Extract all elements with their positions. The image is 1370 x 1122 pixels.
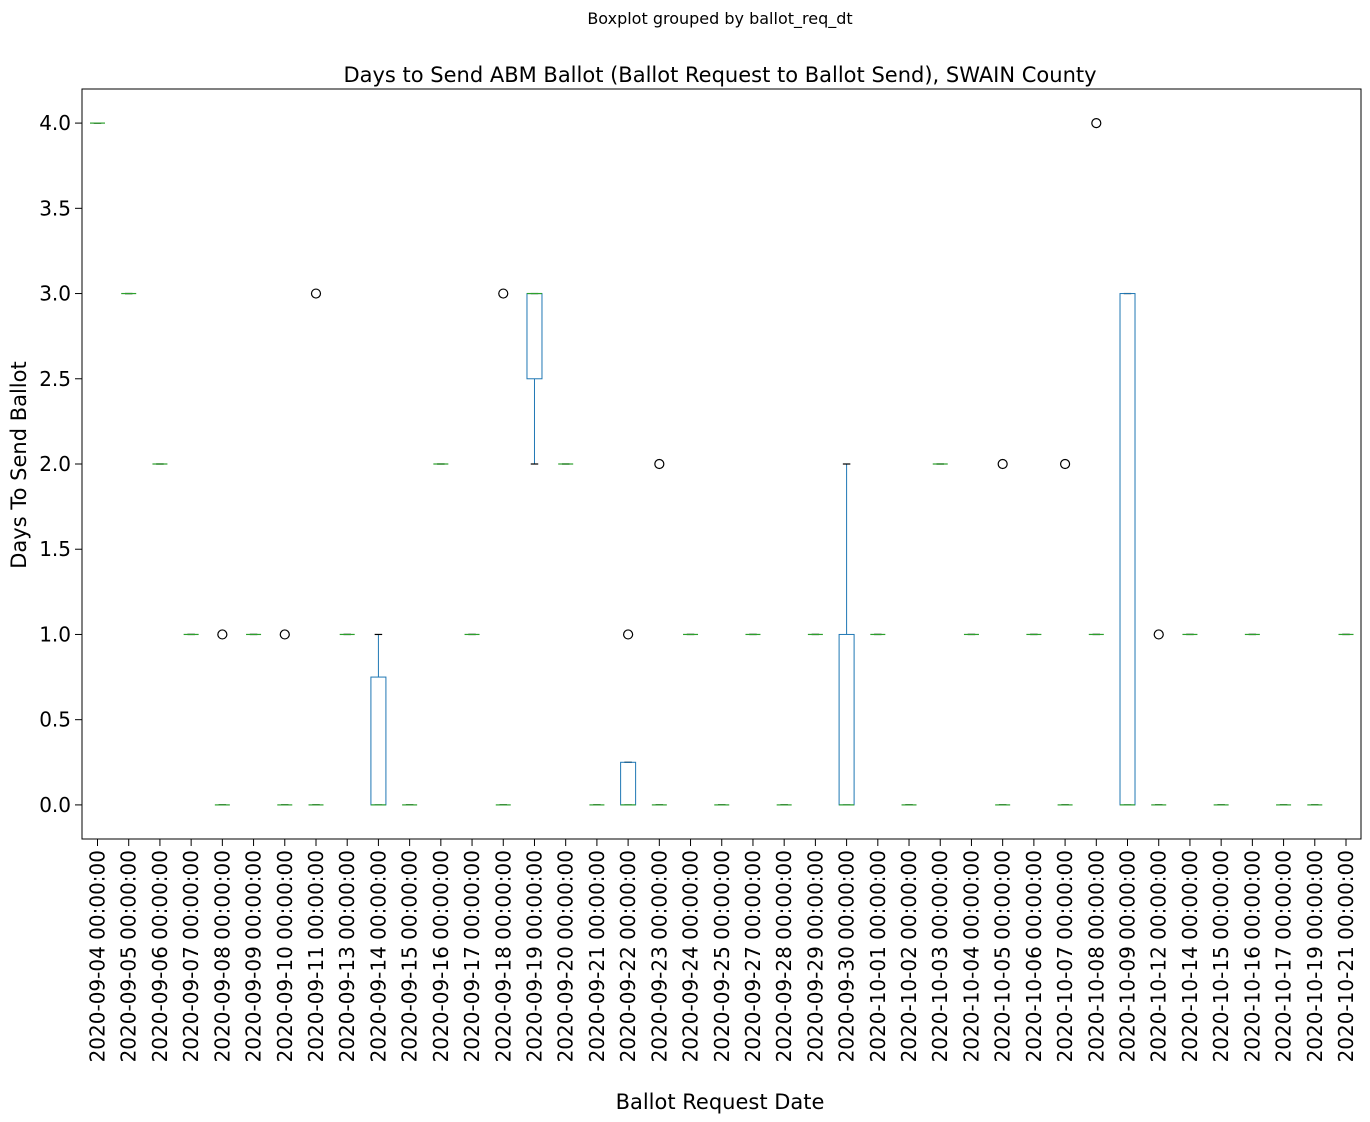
box-group: [495, 288, 511, 806]
box-group: [214, 629, 230, 806]
x-tick-label: 2020-09-06 00:00:00: [148, 850, 172, 1062]
y-axis: 0.0 0.5 1.0 1.5 2.0 2.5 3.0 3.5 4.0: [39, 111, 82, 817]
x-axis-label: Ballot Request Date: [616, 1090, 825, 1114]
y-tick-label: 4.0: [39, 111, 71, 135]
x-tick-label: 2020-09-16 00:00:00: [429, 850, 453, 1062]
outlier-point: [498, 288, 509, 299]
box-group: [308, 288, 324, 806]
box-group: [370, 633, 387, 806]
y-tick-label: 2.0: [39, 452, 71, 476]
box-group: [838, 463, 855, 806]
y-tick-label: 2.5: [39, 367, 71, 391]
y-tick-label: 0.0: [39, 793, 71, 817]
outlier-point: [1153, 629, 1164, 640]
x-tick-label: 2020-10-12 00:00:00: [1147, 850, 1171, 1062]
outlier-point: [310, 288, 322, 299]
x-tick-label: 2020-09-21 00:00:00: [585, 850, 609, 1062]
box: [620, 761, 637, 806]
plot-frame: [81, 88, 1362, 840]
outlier-point: [623, 629, 634, 640]
y-axis-label: Days To Send Ballot: [7, 361, 31, 568]
x-tick-label: 2020-09-04 00:00:00: [86, 850, 110, 1062]
x-tick-label: 2020-09-28 00:00:00: [772, 850, 796, 1062]
box-group: [526, 292, 543, 465]
box-group: [1088, 117, 1104, 636]
x-tick-label: 2020-09-29 00:00:00: [803, 850, 827, 1062]
x-tick-label: 2020-09-13 00:00:00: [335, 850, 359, 1062]
x-tick-label: 2020-10-05 00:00:00: [991, 850, 1015, 1062]
x-tick-label: 2020-09-18 00:00:00: [491, 850, 515, 1062]
box: [838, 633, 855, 806]
box-group: [277, 629, 293, 806]
x-tick-label: 2020-10-07 00:00:00: [1053, 850, 1077, 1062]
box-group: [651, 458, 667, 806]
box-group: [620, 629, 637, 806]
x-tick-label: 2020-09-23 00:00:00: [647, 850, 671, 1062]
box-group: [1151, 629, 1167, 806]
x-tick-label: 2020-10-09 00:00:00: [1116, 850, 1140, 1062]
x-tick-label: 2020-09-27 00:00:00: [741, 850, 765, 1062]
x-tick-label: 2020-09-22 00:00:00: [616, 850, 640, 1062]
x-tick-label: 2020-10-01 00:00:00: [866, 850, 890, 1062]
outlier-point: [217, 629, 228, 640]
x-tick-label: 2020-09-24 00:00:00: [679, 850, 703, 1062]
box: [370, 676, 387, 806]
y-tick-label: 3.5: [39, 196, 71, 220]
box: [526, 293, 543, 380]
x-tick-label: 2020-09-20 00:00:00: [554, 850, 578, 1062]
chart-title: Days to Send ABM Ballot (Ballot Request …: [343, 63, 1096, 87]
outlier-point: [1059, 458, 1071, 470]
x-tick-label: 2020-10-19 00:00:00: [1303, 850, 1327, 1062]
x-tick-label: 2020-10-04 00:00:00: [959, 850, 983, 1062]
x-tick-label: 2020-10-14 00:00:00: [1178, 850, 1202, 1062]
x-tick-label: 2020-10-21 00:00:00: [1334, 850, 1358, 1062]
x-tick-label: 2020-09-08 00:00:00: [210, 850, 234, 1062]
x-tick-label: 2020-09-07 00:00:00: [179, 850, 203, 1062]
x-tick-label: 2020-10-15 00:00:00: [1209, 850, 1233, 1062]
chart-suptitle: Boxplot grouped by ballot_req_dt: [587, 9, 852, 29]
x-tick-label: 2020-09-10 00:00:00: [273, 850, 297, 1062]
x-tick-label: 2020-09-30 00:00:00: [835, 850, 859, 1062]
outlier-point: [1091, 117, 1102, 129]
x-tick-label: 2020-09-25 00:00:00: [710, 850, 734, 1062]
x-tick-label: 2020-10-06 00:00:00: [1022, 850, 1046, 1062]
x-tick-label: 2020-10-02 00:00:00: [897, 850, 921, 1062]
x-tick-label: 2020-09-11 00:00:00: [304, 850, 328, 1062]
y-tick-label: 1.5: [39, 537, 71, 561]
x-tick-label: 2020-10-03 00:00:00: [928, 850, 952, 1062]
x-tick-label: 2020-10-08 00:00:00: [1084, 850, 1108, 1062]
box-group: [995, 458, 1011, 806]
outlier-point: [654, 458, 665, 470]
x-tick-label: 2020-09-09 00:00:00: [242, 850, 266, 1062]
box: [1119, 293, 1136, 806]
x-tick-label: 2020-10-16 00:00:00: [1240, 850, 1264, 1062]
y-tick-label: 1.0: [39, 622, 71, 646]
x-tick-label: 2020-09-14 00:00:00: [366, 850, 390, 1062]
y-tick-label: 3.0: [39, 282, 71, 306]
outlier-point: [279, 629, 290, 640]
x-axis: 2020-09-04 00:00:00 2020-09-05 00:00:00 20…: [86, 839, 1358, 1062]
y-tick-label: 0.5: [39, 708, 71, 732]
x-tick-label: 2020-09-19 00:00:00: [522, 850, 546, 1062]
x-tick-label: 2020-10-17 00:00:00: [1272, 850, 1296, 1062]
box-group: [1119, 292, 1136, 806]
x-tick-label: 2020-09-05 00:00:00: [117, 850, 141, 1062]
x-tick-label: 2020-09-17 00:00:00: [460, 850, 484, 1062]
outlier-point: [997, 458, 1008, 470]
box-group: [1057, 458, 1073, 806]
boxes-layer: [90, 117, 1354, 806]
x-tick-label: 2020-09-15 00:00:00: [398, 850, 422, 1062]
